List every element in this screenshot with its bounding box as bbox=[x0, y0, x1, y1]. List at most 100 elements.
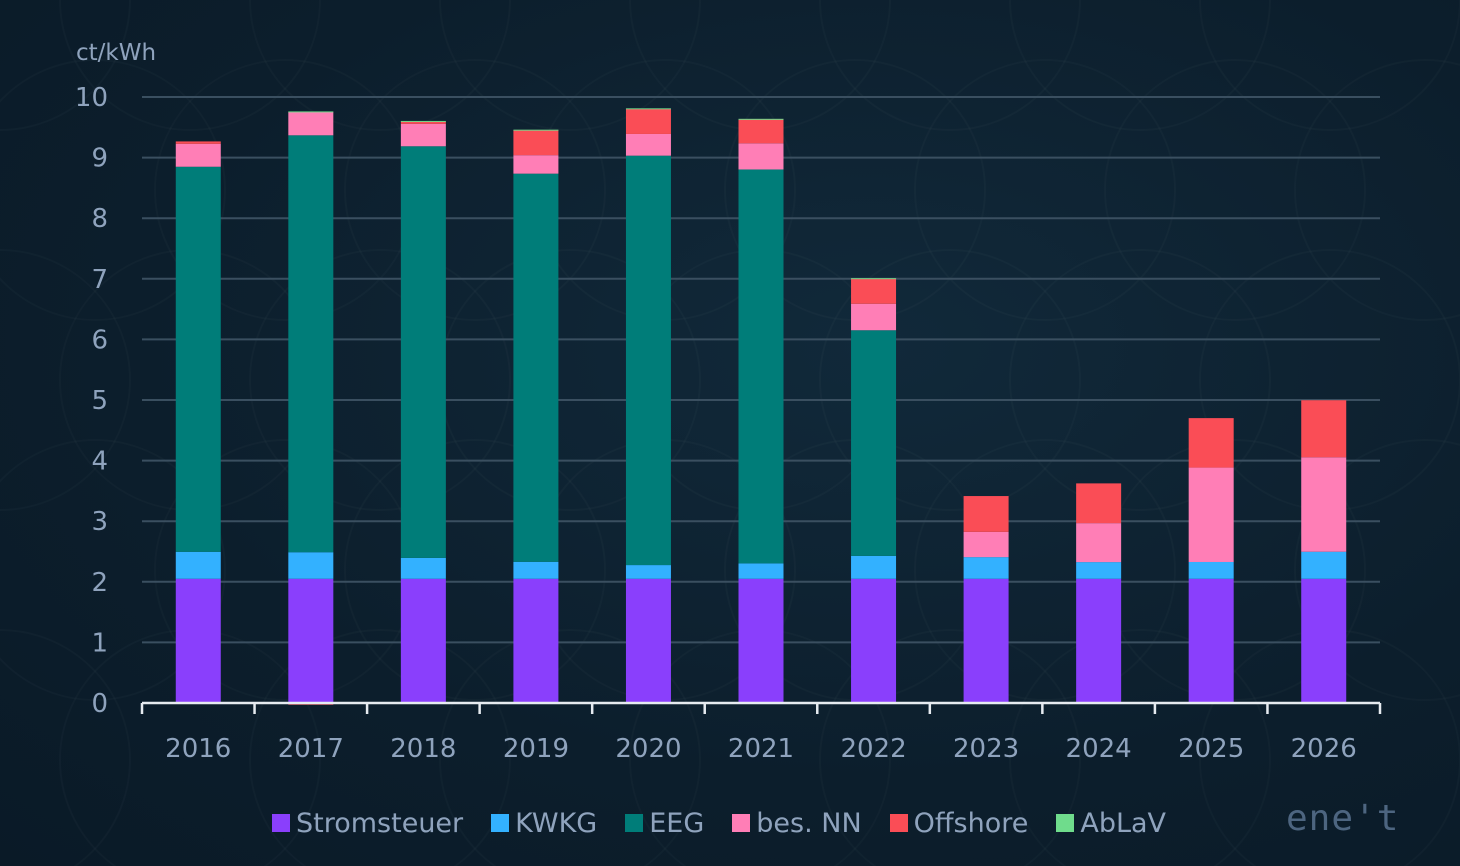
bar-ablav-2017 bbox=[288, 111, 334, 113]
bar-offshore-2024 bbox=[1076, 483, 1122, 524]
bar-bes-nn-2019 bbox=[513, 155, 559, 174]
legend-swatch bbox=[625, 814, 644, 832]
bar-offshore-2022 bbox=[851, 278, 897, 304]
x-tick-label: 2016 bbox=[165, 734, 231, 764]
x-tick-labels: 2016 2017 2018 2019 2020 2021 2022 2023 2024 2025… bbox=[165, 734, 1357, 764]
bar-kwkg-2026 bbox=[1301, 551, 1347, 579]
bar-eeg-2021 bbox=[738, 169, 784, 564]
legend-label: EEG bbox=[649, 807, 705, 839]
legend-label: Stromsteuer bbox=[296, 807, 464, 839]
bar-bes-nn-2021 bbox=[738, 143, 784, 170]
y-tick-label: 10 bbox=[75, 83, 108, 113]
bar-ablav-2022 bbox=[851, 278, 897, 280]
legend-item-ablav: AbLaV bbox=[1056, 808, 1166, 839]
bar-stromsteuer-2020 bbox=[625, 578, 671, 703]
bar-bes-nn-2025 bbox=[1188, 467, 1234, 562]
bar-bes-nn-2016 bbox=[175, 143, 221, 167]
bar-kwkg-2020 bbox=[625, 565, 671, 579]
bar-ablav-2020 bbox=[625, 108, 671, 110]
bar-kwkg-2016 bbox=[175, 551, 221, 579]
bar-kwkg-2025 bbox=[1188, 561, 1234, 579]
x-axis bbox=[140, 701, 1382, 714]
background-circle bbox=[250, 0, 510, 130]
y-tick-label: 7 bbox=[91, 265, 108, 295]
bar-stromsteuer-2025 bbox=[1188, 578, 1234, 703]
x-tick-label: 2019 bbox=[503, 734, 569, 764]
bar-stromsteuer-2021 bbox=[738, 578, 784, 703]
bar-bes-nn-2018 bbox=[400, 123, 446, 147]
bar-offshore-2025 bbox=[1188, 418, 1234, 468]
bar-kwkg-2021 bbox=[738, 563, 784, 579]
background-circle bbox=[1105, 60, 1365, 320]
y-tick-labels: 0 1 2 3 4 5 6 7 8 9 10 bbox=[75, 83, 108, 719]
x-tick-label: 2025 bbox=[1178, 734, 1244, 764]
y-tick-label: 1 bbox=[91, 628, 108, 658]
bar-eeg-2018 bbox=[400, 146, 446, 558]
bar-eeg-2020 bbox=[625, 155, 671, 566]
y-axis-unit-label: ct/kWh bbox=[76, 40, 156, 66]
bar-ablav-2021 bbox=[738, 118, 784, 120]
background-circle bbox=[915, 440, 1175, 700]
bar-offshore-2023 bbox=[963, 496, 1009, 532]
legend-item-offshore: Offshore bbox=[889, 808, 1028, 839]
x-tick-label: 2021 bbox=[728, 734, 794, 764]
bar-offshore-2019 bbox=[513, 129, 559, 156]
bar-offshore-2016 bbox=[175, 141, 221, 144]
bars bbox=[175, 108, 1347, 705]
y-tick-label: 0 bbox=[91, 689, 108, 719]
bar-bes-nn-2020 bbox=[625, 133, 671, 156]
y-tick-label: 4 bbox=[91, 447, 108, 477]
bar-stromsteuer-2018 bbox=[400, 578, 446, 703]
bar-stromsteuer-2024 bbox=[1076, 578, 1122, 703]
legend-label: AbLaV bbox=[1080, 807, 1167, 839]
bar-eeg-2022 bbox=[851, 330, 897, 556]
bar-eeg-2017 bbox=[288, 135, 334, 553]
bar-ablav-2018 bbox=[400, 120, 446, 122]
enet-logo: ene't bbox=[1286, 798, 1400, 839]
background-circle bbox=[345, 60, 605, 320]
legend-label: bes. NN bbox=[756, 807, 862, 839]
bar-bes-nn-2026 bbox=[1301, 457, 1347, 552]
legend-item-bes-nn: bes. NN bbox=[732, 807, 862, 839]
background-circle bbox=[1200, 0, 1460, 130]
background-circle bbox=[820, 0, 1080, 130]
y-tick-label: 5 bbox=[91, 386, 108, 416]
bar-bes-nn-2024 bbox=[1076, 523, 1122, 563]
bar-stromsteuer-2023 bbox=[963, 578, 1009, 703]
bar-kwkg-2017 bbox=[288, 552, 334, 579]
bar-stromsteuer-2022 bbox=[851, 578, 897, 703]
background-circle bbox=[345, 440, 605, 700]
bar-stromsteuer-2016 bbox=[175, 578, 221, 703]
legend-label: KWKG bbox=[515, 807, 598, 839]
legend-swatch bbox=[889, 814, 908, 832]
bar-kwkg-2018 bbox=[400, 557, 446, 579]
bar-kwkg-2024 bbox=[1076, 562, 1122, 579]
bar-offshore-2018 bbox=[400, 121, 446, 124]
legend-swatch bbox=[491, 814, 510, 832]
bar-kwkg-2023 bbox=[963, 557, 1009, 579]
background-circle bbox=[915, 60, 1175, 320]
legend-swatch bbox=[272, 814, 290, 832]
y-tick-label: 8 bbox=[91, 204, 108, 234]
legend-item-kwkg: KWKG bbox=[491, 808, 597, 839]
bar-kwkg-2019 bbox=[513, 561, 559, 579]
x-tick-label: 2024 bbox=[1066, 734, 1132, 764]
bar-stromsteuer-2017 bbox=[288, 578, 334, 703]
y-tick-label: 2 bbox=[91, 568, 108, 598]
bar-bes-nn-2023 bbox=[963, 531, 1009, 558]
background-circle bbox=[1295, 60, 1460, 320]
bar-bes-nn-2022 bbox=[851, 303, 897, 331]
x-tick-label: 2020 bbox=[615, 734, 681, 764]
bar-stromsteuer-2019 bbox=[513, 578, 559, 703]
y-tick-label: 9 bbox=[91, 144, 108, 174]
background-circle bbox=[0, 630, 130, 866]
legend-item-stromsteuer: Stromsteuer bbox=[272, 808, 463, 839]
bar-offshore-2021 bbox=[738, 119, 784, 144]
bar-bes-nn-2017 bbox=[288, 111, 334, 136]
background-circle bbox=[1010, 0, 1270, 130]
bar-offshore-2026 bbox=[1301, 400, 1347, 458]
bar-offshore-2020 bbox=[625, 108, 671, 134]
x-tick-label: 2026 bbox=[1291, 734, 1357, 764]
legend: Stromsteuer KWKG EEG bes. NN Offshore AbLaV bbox=[272, 803, 1194, 843]
